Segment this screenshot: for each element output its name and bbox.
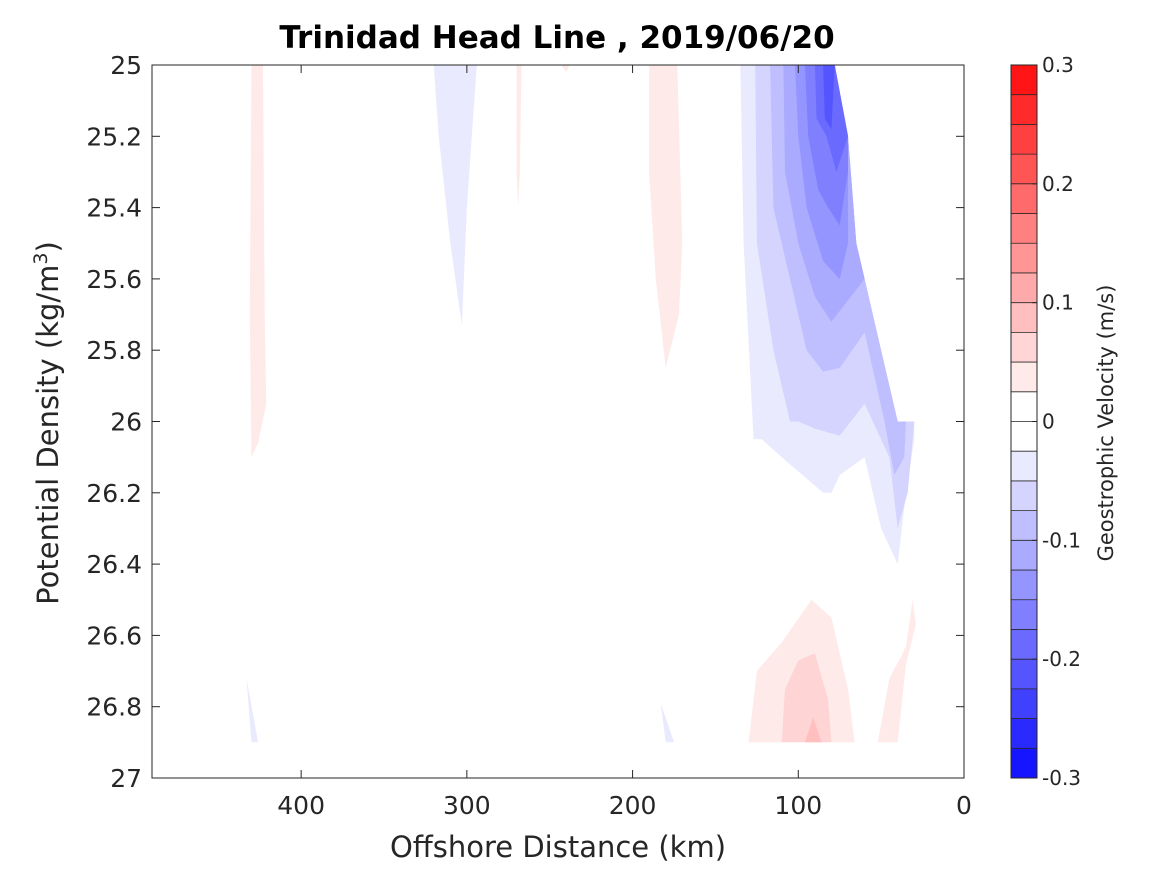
colorbar-band: [1011, 659, 1037, 690]
colorbar-band: [1011, 540, 1037, 571]
colorbar-band: [1011, 748, 1037, 779]
colorbar-band: [1011, 243, 1037, 274]
y-axis-label: Potential Density (kg/m3): [30, 241, 65, 605]
colorbar-band: [1011, 510, 1037, 541]
contour-layer: [246, 65, 916, 743]
colorbar-band: [1011, 570, 1037, 601]
colorbar-band: [1011, 332, 1037, 363]
negative-velocity-region-9: [246, 678, 259, 743]
chart-title: Trinidad Head Line , 2019/06/20: [279, 20, 834, 56]
colorbar-ticks: 0.3 0.2 0.1 0 -0.1 -0.2 -0.3: [1032, 53, 1081, 790]
x-axis: 400 300 200 100 0: [277, 65, 972, 820]
y-tick-label: 25.4: [86, 194, 142, 223]
y-axis-label-superscript: 3: [30, 252, 52, 264]
colorbar-band: [1011, 421, 1037, 452]
positive-velocity-region-3: [649, 65, 683, 368]
x-axis-label: Offshore Distance (km): [390, 830, 726, 864]
y-tick-label: 25.6: [86, 265, 142, 294]
colorbar-tick-label: 0.1: [1042, 291, 1074, 315]
colorbar-band: [1011, 362, 1037, 393]
x-tick-label: 400: [277, 791, 325, 820]
colorbar-band: [1011, 65, 1037, 96]
colorbar-band: [1011, 391, 1037, 422]
y-axis-label-main: Potential Density (kg/m: [31, 265, 65, 605]
colorbar-tick-label: -0.3: [1042, 766, 1081, 790]
y-tick-label: 26: [110, 408, 142, 437]
colorbar-band: [1011, 213, 1037, 244]
y-tick-label: 25: [110, 51, 142, 80]
y-axis: 25 25.2 25.4 25.6 25.8 26 26.2 26.4 26.6 26.8 27: [86, 51, 964, 793]
colorbar-band: [1011, 599, 1037, 630]
colorbar-tick-label: 0.3: [1042, 53, 1074, 77]
positive-velocity-region-7: [877, 599, 916, 743]
y-tick-label: 26.6: [86, 621, 142, 650]
y-tick-label: 25.8: [86, 336, 142, 365]
x-tick-label: 0: [956, 791, 972, 820]
colorbar-band: [1011, 451, 1037, 482]
y-tick-label: 26.8: [86, 693, 142, 722]
negative-velocity-region-18: [823, 65, 835, 130]
negative-velocity-region-10: [660, 703, 674, 743]
colorbar-label: Geostrophic Velocity (m/s): [1094, 285, 1118, 562]
y-tick-label: 26.2: [86, 479, 142, 508]
colorbar-band: [1011, 272, 1037, 304]
positive-velocity-region-0: [249, 65, 267, 458]
positive-velocity-region-6: [804, 717, 822, 743]
colorbar-tick-label: 0.2: [1042, 172, 1074, 196]
y-axis-label-end: ): [31, 241, 65, 252]
colorbar-tick-label: -0.1: [1042, 528, 1081, 552]
colorbar-band: [1011, 154, 1037, 185]
colorbar-band: [1011, 688, 1037, 720]
x-tick-label: 200: [609, 791, 657, 820]
negative-velocity-region-8: [433, 65, 477, 326]
colorbar-band: [1011, 302, 1037, 333]
colorbar-band: [1011, 183, 1037, 215]
colorbar-tick-label: -0.2: [1042, 647, 1081, 671]
y-tick-label: 26.4: [86, 550, 142, 579]
x-tick-label: 100: [774, 791, 822, 820]
positive-velocity-region-2: [561, 65, 570, 73]
positive-velocity-region-5: [781, 653, 832, 743]
colorbar-band: [1011, 124, 1037, 155]
colorbar-band: [1011, 718, 1037, 749]
colorbar-band: [1011, 629, 1037, 660]
y-tick-label: 25.2: [86, 122, 142, 151]
colorbar-tick-label: 0: [1042, 410, 1055, 434]
positive-velocity-region-1: [516, 65, 522, 208]
colorbar: [1010, 64, 1038, 779]
colorbar-band: [1011, 94, 1037, 125]
x-tick-label: 300: [443, 791, 491, 820]
y-tick-label: 27: [110, 764, 142, 793]
colorbar-band: [1011, 480, 1037, 512]
